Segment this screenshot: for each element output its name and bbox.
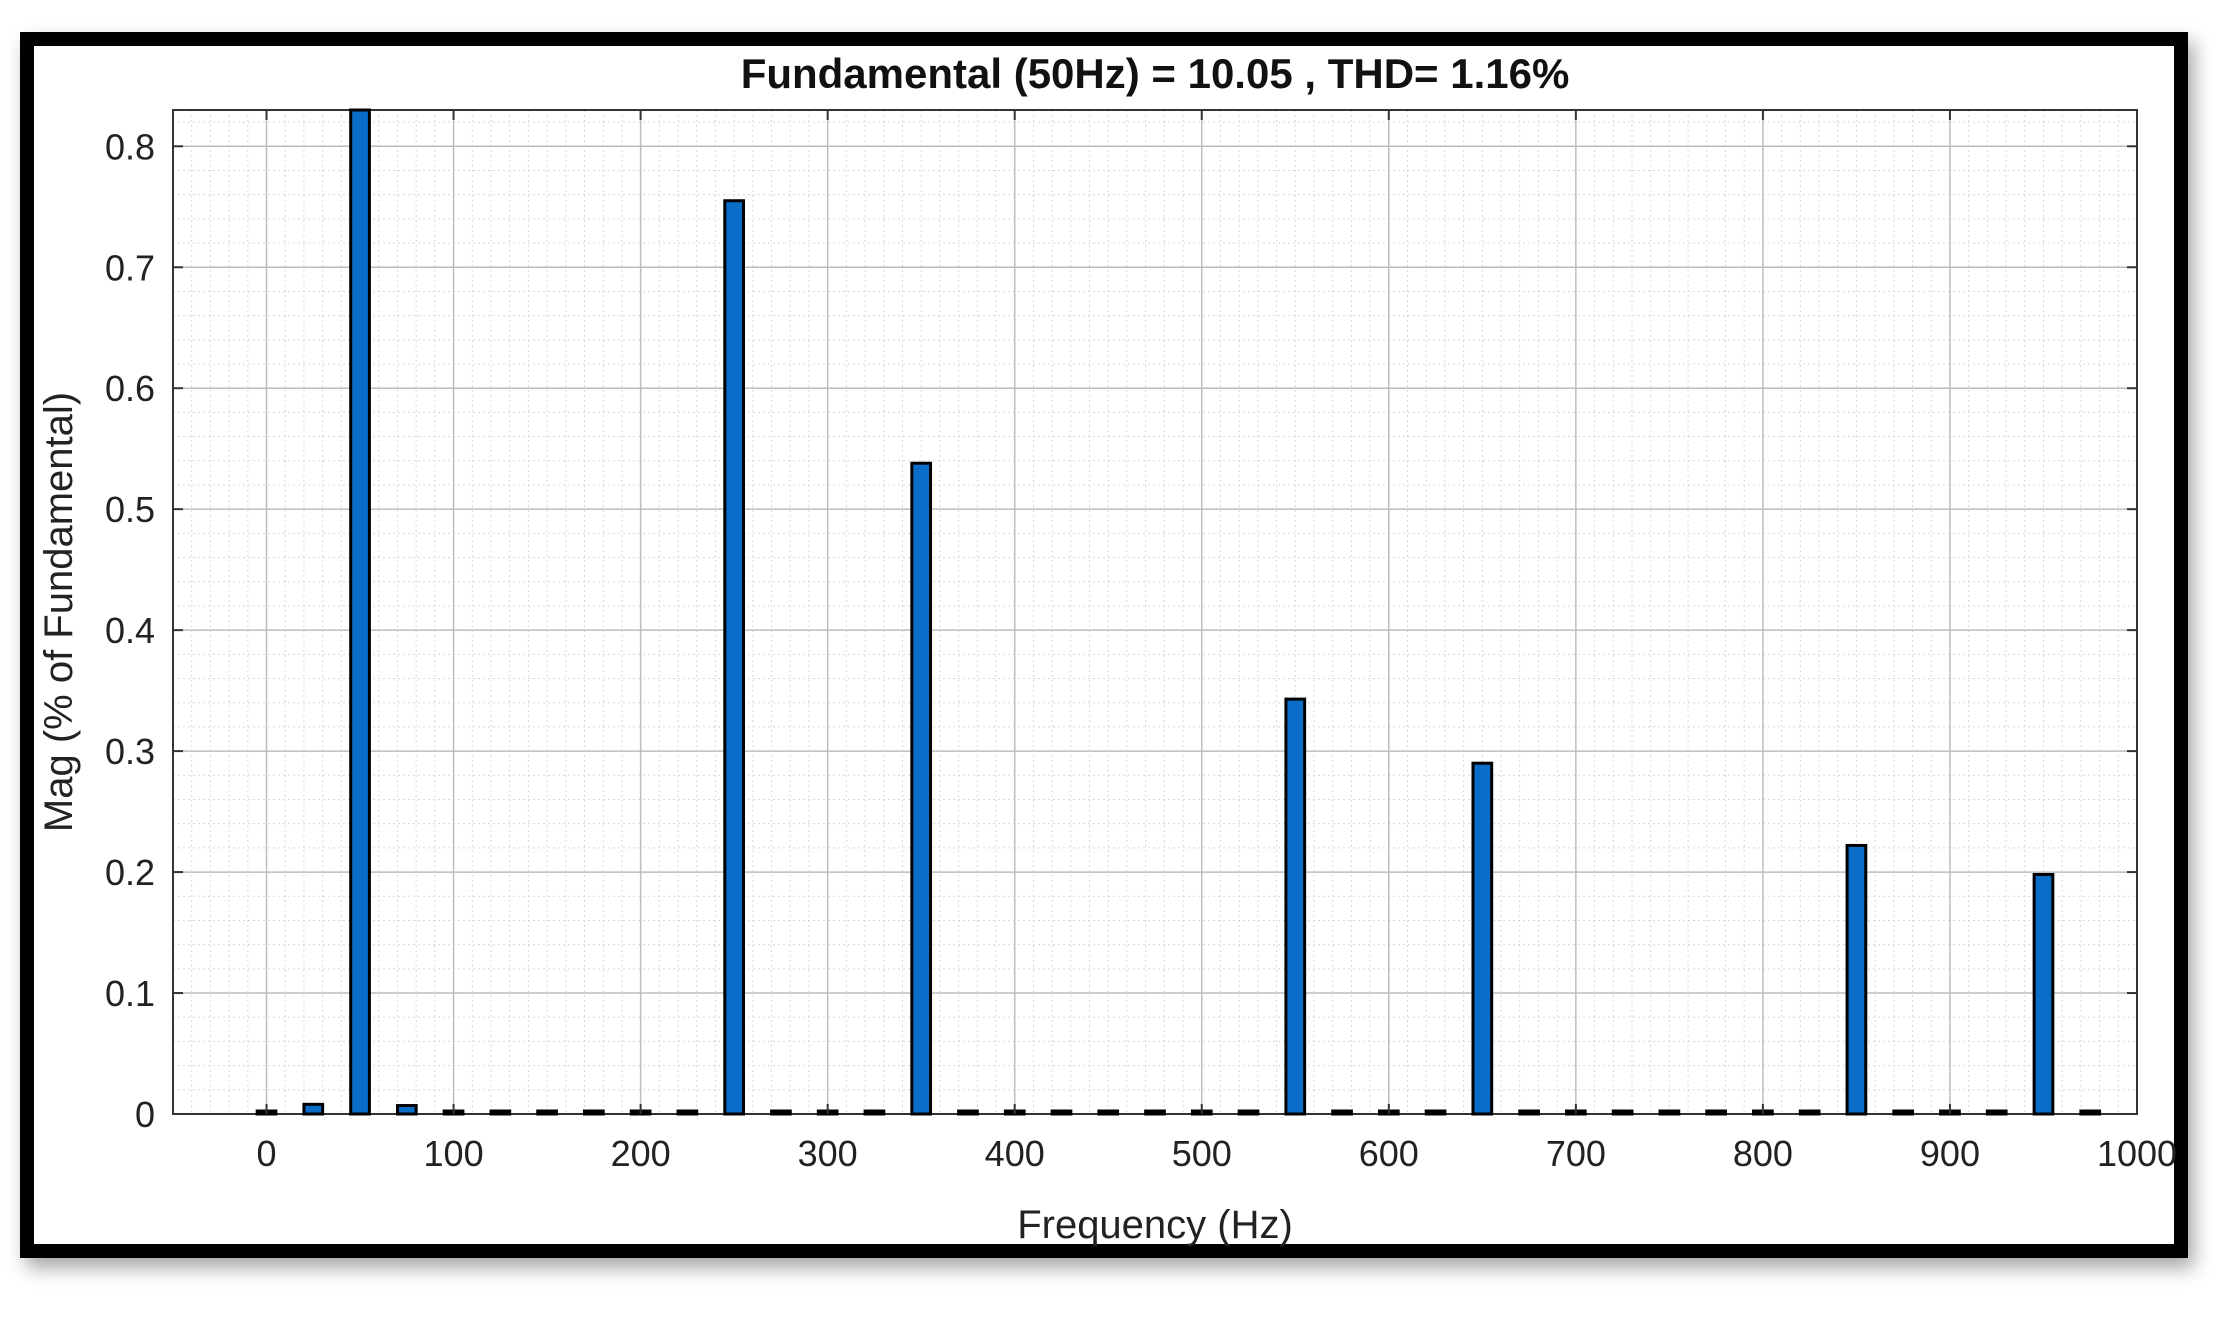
x-tick-label: 500 <box>1172 1133 1232 1174</box>
x-tick-label: 0 <box>257 1133 277 1174</box>
bar <box>1518 1109 1540 1116</box>
bar <box>1237 1109 1260 1116</box>
y-tick-label: 0.4 <box>105 610 155 651</box>
bar <box>1798 1109 1821 1116</box>
x-tick-label: 1000 <box>2097 1133 2177 1174</box>
x-tick-label: 200 <box>611 1133 671 1174</box>
bar <box>2032 872 2055 1116</box>
bar <box>1845 843 1868 1116</box>
bar <box>302 1102 325 1116</box>
bar <box>676 1109 699 1116</box>
x-tick-label: 400 <box>985 1133 1045 1174</box>
bar <box>1097 1109 1120 1116</box>
bar <box>1331 1109 1353 1116</box>
x-tick-label: 800 <box>1733 1133 1793 1174</box>
bar <box>863 1109 886 1116</box>
x-tick-label: 700 <box>1546 1133 1606 1174</box>
x-tick-label: 900 <box>1920 1133 1980 1174</box>
bar <box>910 461 933 1116</box>
bar <box>723 199 745 1116</box>
bar <box>1705 1109 1727 1116</box>
y-tick-label: 0 <box>135 1094 155 1135</box>
x-tick-label: 100 <box>424 1133 484 1174</box>
chart-title: Fundamental (50Hz) = 10.05 , THD= 1.16% <box>741 50 1570 97</box>
bar <box>1284 697 1307 1116</box>
bar <box>395 1104 418 1116</box>
y-tick-label: 0.3 <box>105 731 155 772</box>
bar <box>1611 1109 1634 1116</box>
y-tick-label: 0.7 <box>105 247 155 288</box>
bar <box>536 1109 558 1116</box>
x-tick-label: 300 <box>798 1133 858 1174</box>
y-axis-label: Mag (% of Fundamental) <box>37 392 81 832</box>
grid-layer <box>172 110 2138 1115</box>
bar <box>1144 1109 1166 1116</box>
figure-frame <box>20 32 2188 1258</box>
bar <box>349 108 371 1116</box>
plot-area <box>172 109 2138 1115</box>
bar <box>1424 1109 1447 1116</box>
bar <box>1985 1109 2008 1116</box>
bars-layer <box>255 108 2102 1116</box>
y-tick-label: 0.8 <box>105 126 155 167</box>
y-axis-ticks: 0 0.1 0.2 0.3 0.4 0.5 0.6 0.7 0.8 <box>105 126 2137 1135</box>
bar <box>1050 1109 1073 1116</box>
bar <box>770 1109 792 1116</box>
bar <box>1892 1109 1915 1116</box>
bar <box>957 1109 979 1116</box>
x-axis-label: Frequency (Hz) <box>1017 1203 1293 1247</box>
bar <box>1658 1109 1681 1116</box>
bar <box>489 1109 512 1116</box>
y-tick-label: 0.2 <box>105 852 155 893</box>
y-tick-label: 0.1 <box>105 973 155 1014</box>
bar <box>583 1109 605 1116</box>
bar <box>1471 761 1494 1116</box>
x-axis-ticks: 0 100 200 300 400 500 600 700 800 900 1000 <box>257 110 2177 1174</box>
y-tick-label: 0.6 <box>105 368 155 409</box>
bar <box>2079 1109 2102 1116</box>
y-tick-label: 0.5 <box>105 489 155 530</box>
x-tick-label: 600 <box>1359 1133 1419 1174</box>
